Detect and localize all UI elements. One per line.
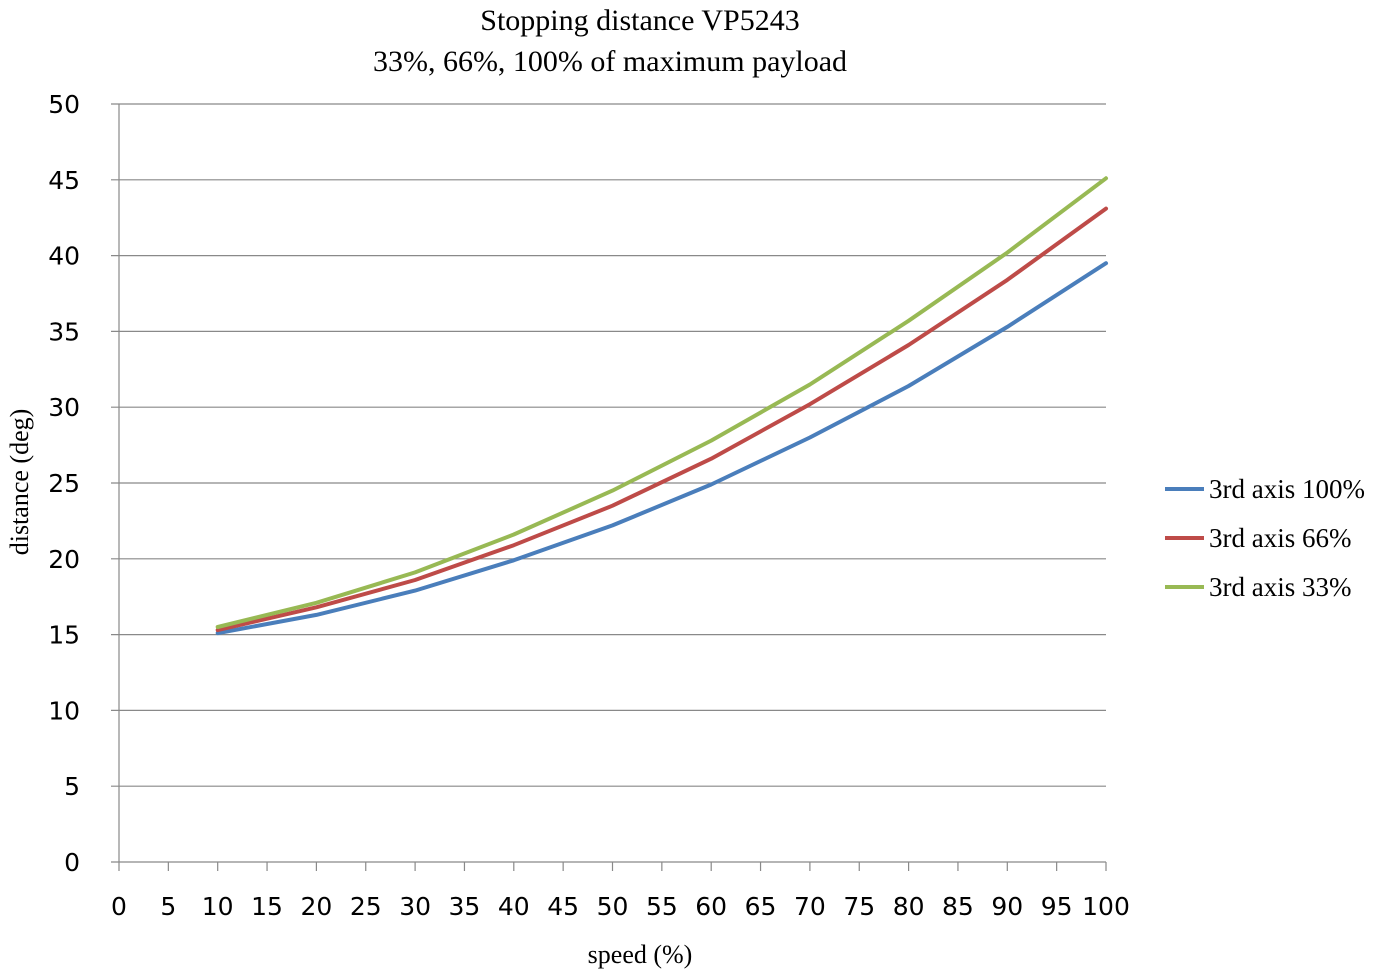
series-lines <box>215 176 1108 636</box>
x-tick-label: 85 <box>942 892 974 921</box>
x-tick-label: 5 <box>160 892 176 921</box>
y-tick-label: 40 <box>48 242 80 271</box>
y-tick-labels: 0 5 10 15 20 25 30 35 40 45 50 <box>48 90 80 877</box>
x-axis-title: speed (%) <box>588 940 693 969</box>
x-tick-label: 30 <box>399 892 431 921</box>
series-line-3 <box>215 176 1108 629</box>
x-tick-label: 50 <box>597 892 629 921</box>
chart-title: Stopping distance VP5243 <box>480 4 799 37</box>
legend-entry-3: 3rd axis 33% <box>1165 572 1351 602</box>
y-tick-label: 0 <box>64 848 80 877</box>
legend-label: 3rd axis 66% <box>1209 523 1351 553</box>
y-tick-label: 45 <box>48 166 80 195</box>
y-tick-label: 10 <box>48 696 80 725</box>
x-tick-label: 55 <box>646 892 678 921</box>
x-tick-label: 45 <box>547 892 579 921</box>
x-tick-label: 70 <box>794 892 826 921</box>
x-tick-label: 60 <box>695 892 727 921</box>
chart-subtitle: 33%, 66%, 100% of maximum payload <box>373 45 847 78</box>
x-tick-label: 0 <box>111 892 127 921</box>
x-tick-label: 75 <box>843 892 875 921</box>
x-tick-label: 80 <box>893 892 925 921</box>
x-tick-label: 35 <box>449 892 481 921</box>
x-tick-label: 25 <box>350 892 382 921</box>
gridlines <box>111 103 1106 787</box>
y-tick-label: 30 <box>48 393 80 422</box>
axes <box>111 104 1107 871</box>
y-axis-title: distance (deg) <box>5 409 34 556</box>
legend-entry-1: 3rd axis 100% <box>1165 474 1365 504</box>
x-tick-label: 20 <box>300 892 332 921</box>
legend-label: 3rd axis 33% <box>1209 572 1351 602</box>
series-line-2 <box>215 206 1108 633</box>
x-tick-labels: 0 5 10 15 20 25 30 35 40 45 50 55 60 65 70 75 80 85 90 95 10… <box>111 892 1130 921</box>
y-tick-label: 20 <box>48 545 80 574</box>
x-tick-label: 90 <box>991 892 1023 921</box>
x-tick-label: 10 <box>202 892 234 921</box>
y-tick-label: 15 <box>48 621 80 650</box>
legend-entry-2: 3rd axis 66% <box>1165 523 1351 553</box>
series-line-1 <box>215 261 1108 636</box>
x-tick-label: 100 <box>1082 892 1130 921</box>
y-tick-label: 5 <box>64 772 80 801</box>
y-tick-label: 50 <box>48 90 80 119</box>
legend: 3rd axis 100% 3rd axis 66% 3rd axis 33% <box>1165 474 1365 602</box>
y-tick-label: 25 <box>48 469 80 498</box>
y-tick-label: 35 <box>48 317 80 346</box>
x-tick-label: 65 <box>745 892 777 921</box>
x-tick-label: 95 <box>1041 892 1073 921</box>
x-tick-label: 15 <box>251 892 283 921</box>
legend-label: 3rd axis 100% <box>1209 474 1365 504</box>
x-tick-label: 40 <box>498 892 530 921</box>
